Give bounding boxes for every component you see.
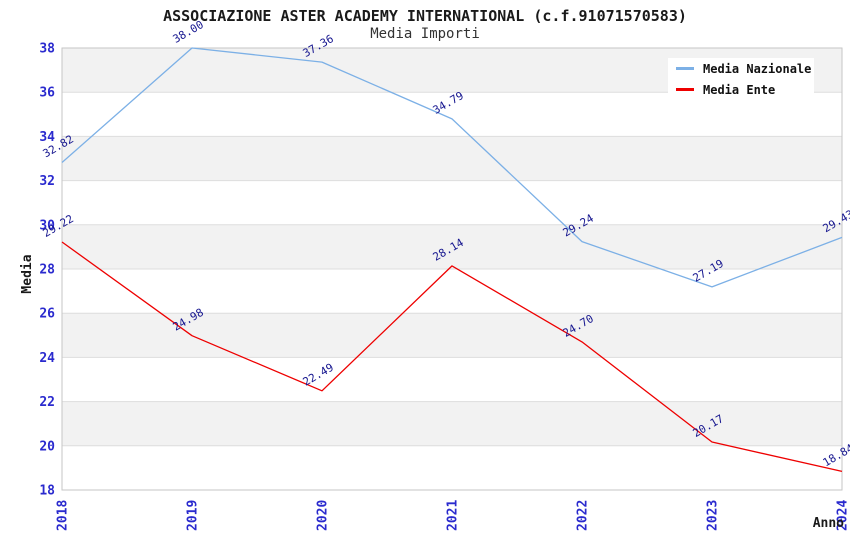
- legend-line-swatch: [676, 88, 694, 91]
- y-tick-label: 26: [39, 307, 55, 322]
- y-tick-label: 32: [39, 174, 55, 189]
- y-tick-label: 30: [39, 218, 55, 233]
- legend-item: Media Nazionale: [668, 60, 814, 77]
- grid-band: [62, 136, 842, 181]
- x-tick-label: 2022: [576, 500, 591, 531]
- legend-line-swatch: [676, 67, 694, 70]
- series-line: [61, 241, 843, 473]
- y-axis-title: Media: [20, 254, 35, 293]
- y-tick-label: 18: [39, 484, 55, 499]
- data-label: 34.79: [431, 89, 466, 117]
- x-tick-label: 2018: [56, 500, 71, 531]
- x-tick-label: 2024: [836, 500, 850, 531]
- grid-band: [62, 224, 842, 269]
- chart-legend: Media Nazionale Media Ente: [668, 58, 814, 100]
- data-label: 22.49: [301, 361, 336, 389]
- plot-border: [61, 47, 843, 491]
- x-axis-title: Anno: [813, 516, 844, 531]
- y-tick-label: 20: [39, 439, 55, 454]
- y-tick-label: 38: [39, 42, 55, 57]
- grid-band: [62, 401, 842, 446]
- y-tick-label: 22: [39, 395, 55, 410]
- chart-title: ASSOCIAZIONE ASTER ACADEMY INTERNATIONAL…: [163, 7, 687, 25]
- legend-label: Media Ente: [703, 82, 776, 97]
- y-tick-label: 24: [39, 351, 55, 366]
- series-line: [61, 47, 843, 288]
- y-tick-label: 36: [39, 86, 55, 101]
- data-label: 38.00: [171, 18, 206, 46]
- chart-subtitle: Media Importi: [370, 26, 480, 42]
- legend-item: Media Ente: [668, 81, 814, 98]
- x-tick-label: 2020: [316, 500, 331, 531]
- legend-label: Media Nazionale: [703, 61, 812, 76]
- y-tick-label: 34: [39, 130, 55, 145]
- y-tick-label: 28: [39, 263, 55, 278]
- x-tick-label: 2019: [186, 500, 201, 531]
- x-tick-label: 2023: [706, 500, 721, 531]
- x-tick-label: 2021: [446, 500, 461, 531]
